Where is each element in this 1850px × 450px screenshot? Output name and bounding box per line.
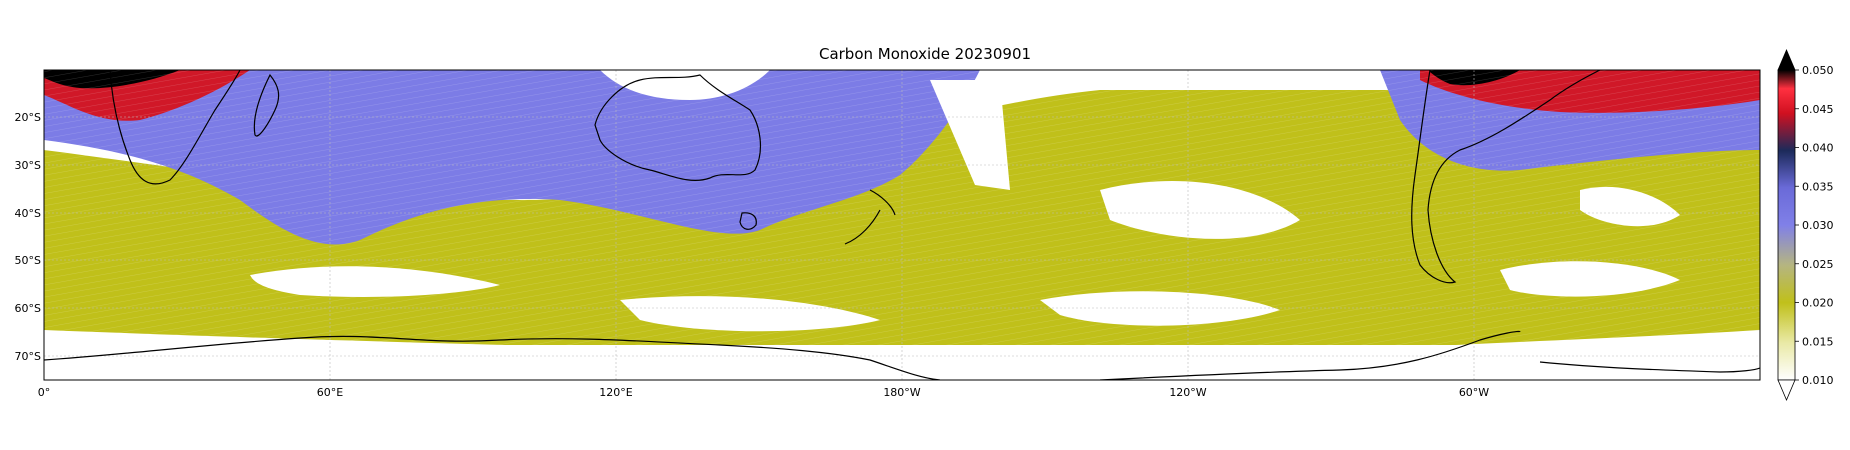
longitude-axis: 0° 60°E 120°E 180°W 120°W 60°W xyxy=(38,386,1490,399)
lon-tick-label: 120°E xyxy=(599,386,632,399)
lat-tick-label: 40°S xyxy=(15,207,41,220)
lon-tick-label: 60°W xyxy=(1459,386,1489,399)
coast-africa xyxy=(109,70,241,185)
colorbar-tick-label: 0.025 xyxy=(1802,258,1834,271)
lat-tick-label: 60°S xyxy=(15,302,41,315)
colorbar-tick-label: 0.040 xyxy=(1802,142,1834,155)
colorbar-extend-max-triangle xyxy=(1777,48,1796,71)
latitude-axis: 20°S 30°S 40°S 50°S 60°S 70°S xyxy=(15,111,41,363)
colorbar-ticks xyxy=(1795,69,1799,381)
colorbar: 0.050 0.045 0.040 0.035 0.030 0.025 0.02… xyxy=(1777,48,1834,402)
map-title: Carbon Monoxide 20230901 xyxy=(818,45,1032,63)
colorbar-gradient xyxy=(1777,69,1796,381)
coast-antarctica xyxy=(44,330,1760,380)
colorbar-tick-label: 0.010 xyxy=(1802,374,1834,387)
lat-tick-label: 30°S xyxy=(15,159,41,172)
colorbar-tick-label: 0.015 xyxy=(1802,335,1834,348)
colorbar-tick-label: 0.050 xyxy=(1802,64,1834,77)
colorbar-tick-label: 0.045 xyxy=(1802,103,1834,116)
lon-tick-label: 120°W xyxy=(1169,386,1206,399)
coast-madagascar xyxy=(253,73,280,137)
coastlines xyxy=(44,70,1760,380)
colorbar-tick-label: 0.020 xyxy=(1802,297,1834,310)
lat-tick-label: 70°S xyxy=(15,350,41,363)
co-field xyxy=(44,70,1760,380)
plot-frame xyxy=(43,69,1761,381)
lat-tick-label: 20°S xyxy=(15,111,41,124)
coast-new-zealand xyxy=(844,189,896,245)
colorbar-extend-min-triangle xyxy=(1777,379,1796,402)
colorbar-tick-label: 0.030 xyxy=(1802,219,1834,232)
gridlines xyxy=(44,70,1760,380)
lon-tick-label: 60°E xyxy=(317,386,343,399)
coast-tasmania xyxy=(739,212,757,230)
colorbar-tick-label: 0.035 xyxy=(1802,180,1834,193)
lon-tick-label: 0° xyxy=(38,386,51,399)
coast-australia xyxy=(594,74,761,181)
lon-tick-label: 180°W xyxy=(883,386,920,399)
coast-south-america xyxy=(1411,70,1601,284)
lat-tick-label: 50°S xyxy=(15,254,41,267)
